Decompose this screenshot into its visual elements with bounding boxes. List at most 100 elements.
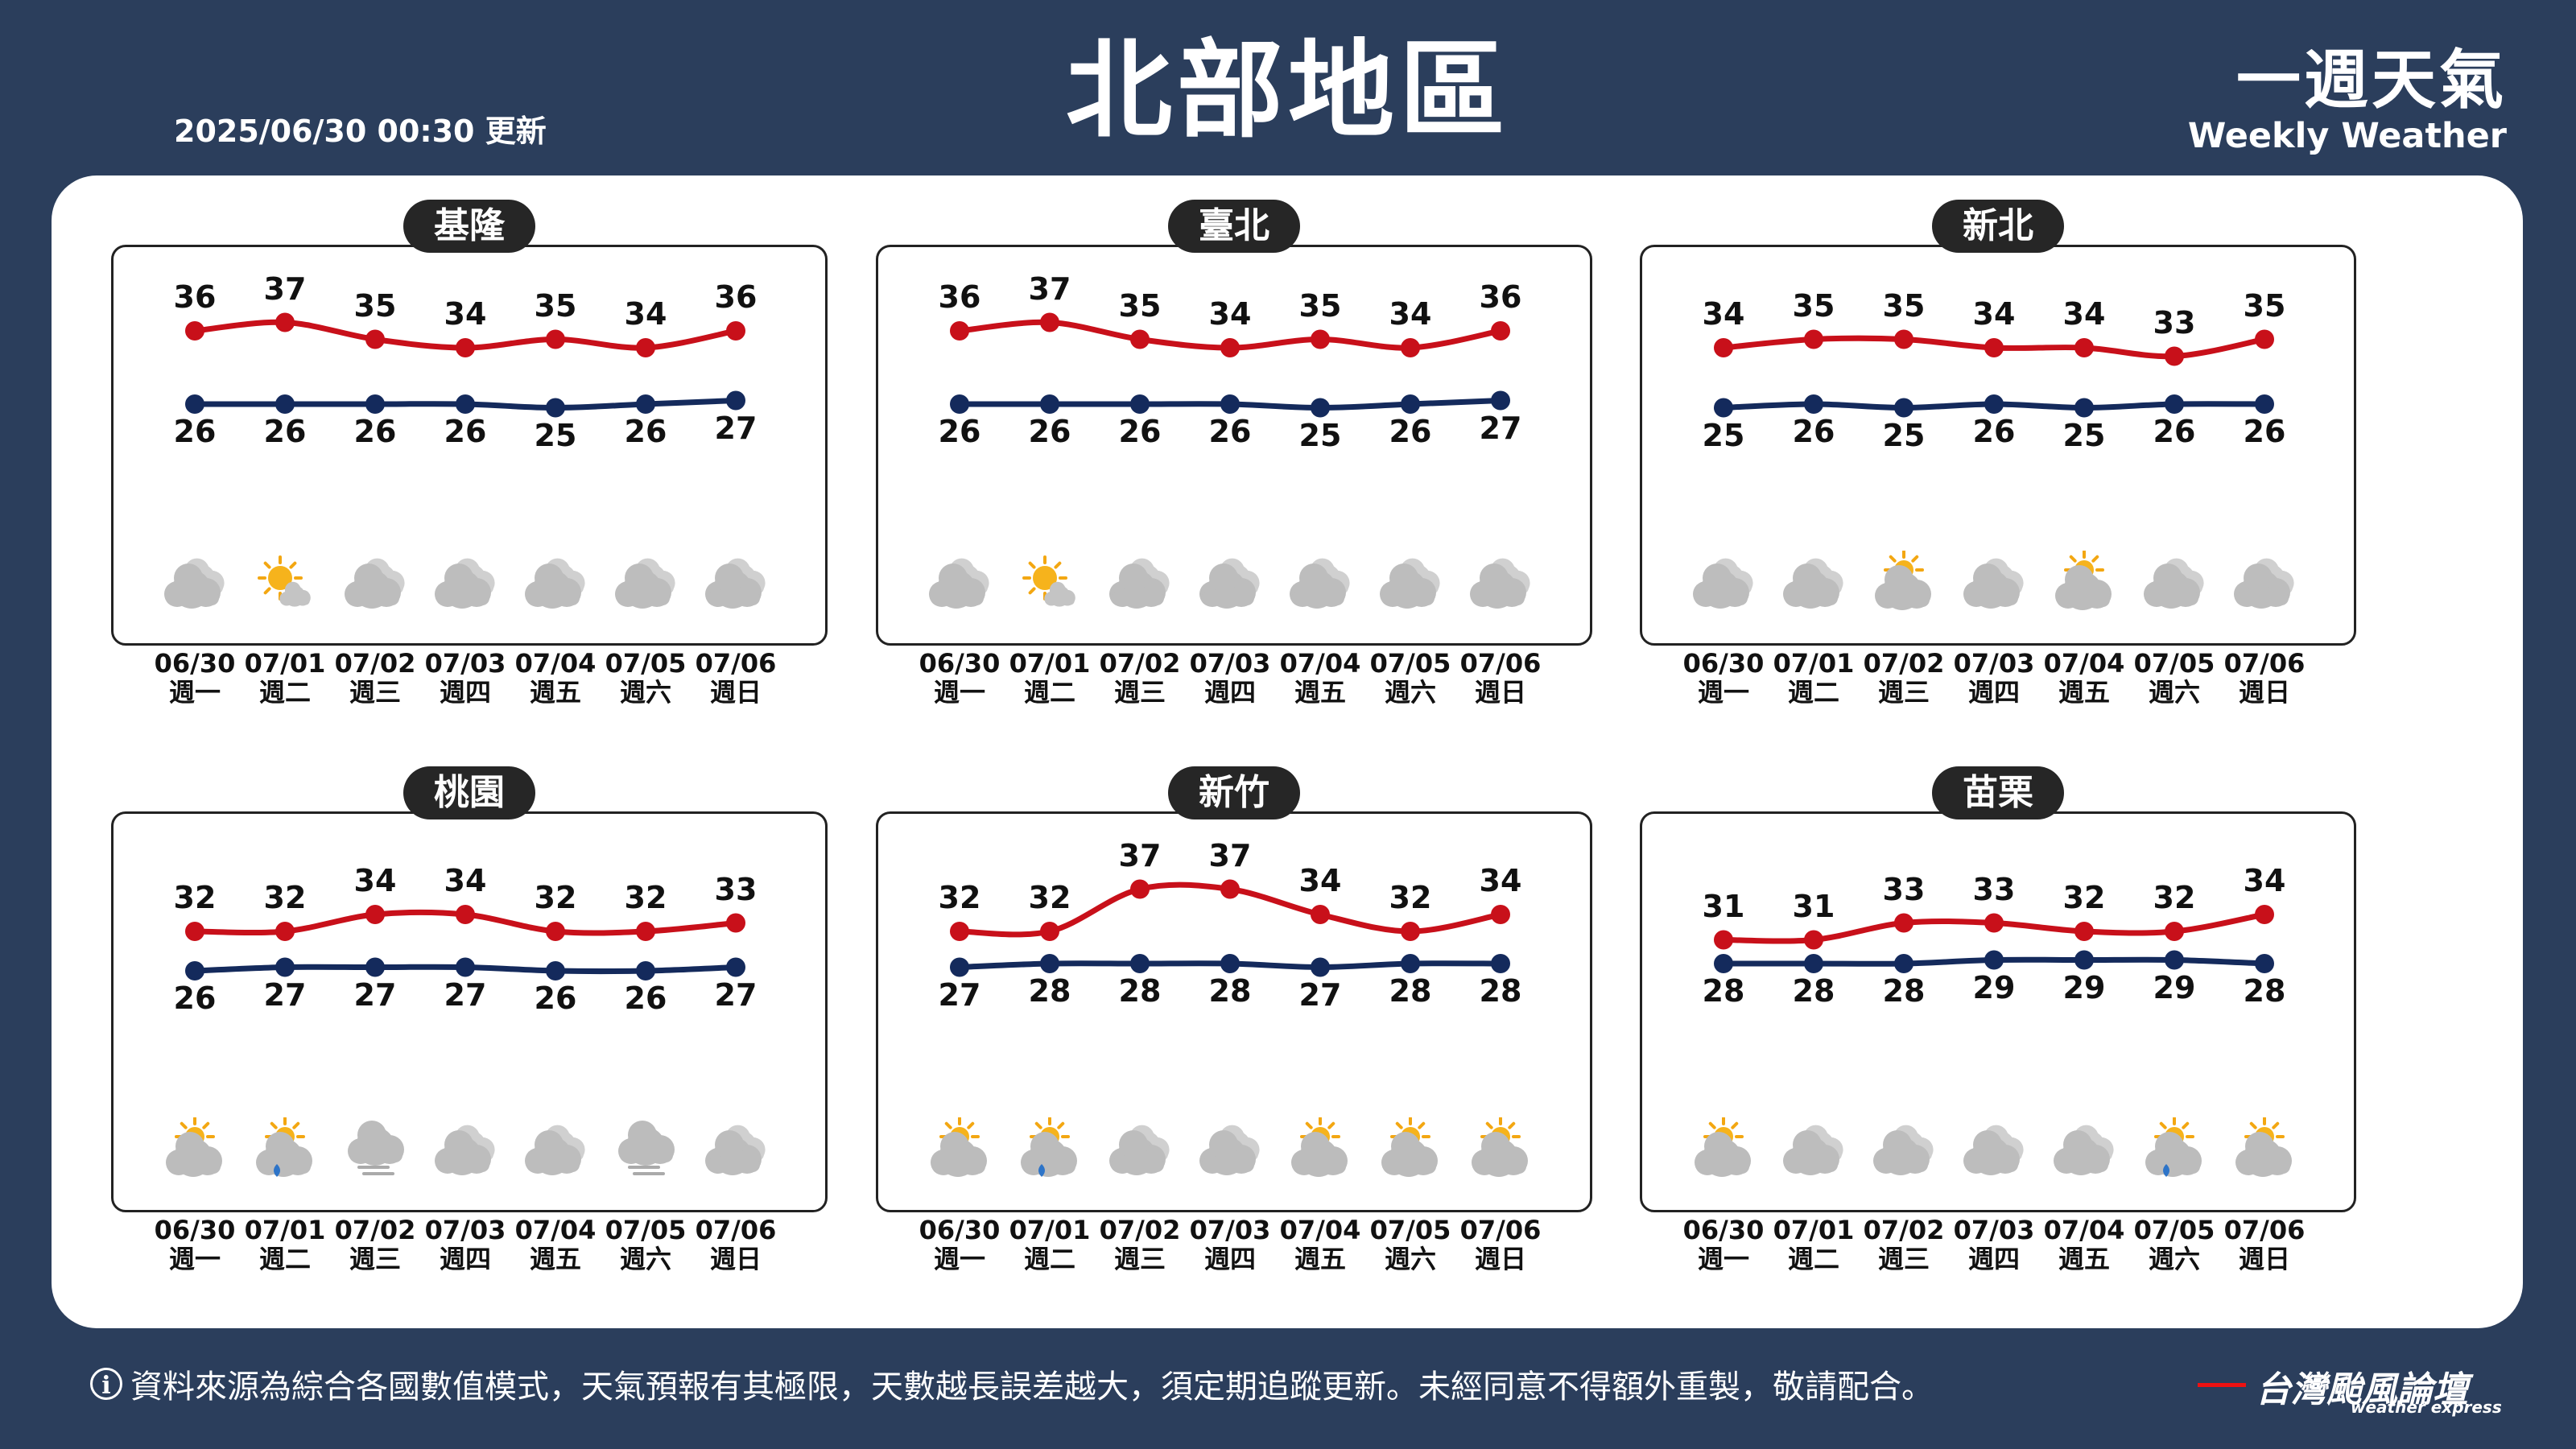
high-temp-point	[1804, 329, 1823, 349]
weekday-text: 週二	[1023, 677, 1075, 708]
weekday-text: 週日	[2238, 677, 2290, 708]
weekday-text: 週四	[1203, 677, 1256, 708]
weekday-text: 週四	[1203, 1244, 1256, 1274]
weekday-text: 週四	[439, 677, 491, 708]
low-temp-point	[275, 394, 295, 414]
date-text: 07/02	[1863, 648, 1945, 679]
date-text: 07/04	[514, 1215, 597, 1245]
low-temp-label: 28	[1208, 973, 1252, 1009]
high-temp-label: 33	[1882, 871, 1926, 907]
low-temp-label: 28	[2243, 973, 2286, 1009]
high-temp-point	[1894, 913, 1913, 933]
high-temp-label: 35	[1118, 287, 1162, 324]
date-label: 06/30 週一	[151, 1216, 239, 1274]
high-temp-label: 34	[2243, 863, 2286, 898]
low-temp-label: 25	[534, 417, 577, 453]
temperature-chart	[950, 879, 1510, 977]
date-label: 07/06 週日	[691, 649, 780, 707]
weekday-text: 週五	[1294, 677, 1346, 708]
cloudy-icon	[1781, 1117, 1846, 1182]
low-temp-label: 26	[444, 414, 487, 449]
date-label: 07/01 週二	[241, 1216, 329, 1274]
cloudy-icon	[433, 1117, 497, 1182]
high-temp-label: 31	[1792, 888, 1835, 924]
low-temp-point	[1311, 957, 1330, 977]
region-panel-1: 基隆 36 37 35 34 35 34 36 26 26 26 26 25 26 27 06/30 週一 07/…	[111, 200, 831, 707]
date-label: 06/30 週一	[151, 649, 239, 707]
high-temp-label: 34	[444, 863, 487, 898]
date-label: 07/03 週四	[421, 649, 510, 707]
date-text: 07/06	[695, 648, 777, 679]
high-temp-label: 32	[938, 880, 981, 915]
date-text: 06/30	[919, 1215, 1001, 1245]
weekday-text: 週一	[1697, 677, 1749, 708]
weekday-text: 週三	[1113, 1244, 1166, 1274]
low-temp-label: 28	[1882, 973, 1926, 1009]
low-temp-label: 27	[1298, 976, 1342, 1013]
low-temp-label: 27	[938, 976, 981, 1013]
cloudy-icon	[1378, 551, 1443, 615]
weekday-text: 週六	[1384, 677, 1436, 708]
high-temp-label: 34	[1208, 296, 1252, 332]
partly-cloudy-rain-icon	[2142, 1117, 2207, 1182]
high-temp-point	[726, 913, 745, 933]
high-temp-label: 34	[1389, 296, 1432, 332]
date-label: 07/02 週三	[1096, 649, 1184, 707]
cloudy-icon	[523, 551, 588, 615]
high-temp-point	[456, 338, 475, 357]
brand-title-zh: 一週天氣	[2236, 43, 2507, 118]
low-temp-label: 29	[1972, 969, 2016, 1005]
high-temp-point	[365, 329, 385, 349]
cloudy-icon	[1781, 551, 1846, 615]
date-text: 07/04	[1279, 648, 1361, 679]
high-temp-point	[1401, 338, 1420, 357]
date-text: 06/30	[1682, 1215, 1765, 1245]
high-temp-point	[365, 905, 385, 924]
low-temp-label: 25	[2062, 417, 2106, 453]
logo-text-en: weather express	[2351, 1397, 2502, 1417]
forum-logo: 台灣颱風論壇 weather express	[2198, 1360, 2507, 1417]
low-temp-point	[1984, 950, 2004, 970]
cloudy-fog-icon	[613, 1117, 678, 1182]
high-temp-label: 34	[1972, 296, 2016, 332]
low-temp-point	[2255, 394, 2274, 414]
date-text: 07/06	[2223, 648, 2306, 679]
high-temp-point	[1714, 338, 1733, 357]
high-temp-point	[1311, 905, 1330, 924]
weekday-text: 週一	[1697, 1244, 1749, 1274]
date-label: 07/05 週六	[601, 649, 690, 707]
weekday-text: 週五	[529, 1244, 581, 1274]
low-temp-label: 26	[173, 414, 217, 449]
date-text: 07/03	[1189, 1215, 1271, 1245]
cloudy-icon	[1108, 1117, 1172, 1182]
high-temp-label: 35	[353, 287, 397, 324]
low-temp-label: 26	[263, 414, 307, 449]
date-label: 07/03 週四	[1950, 1216, 2038, 1274]
weekday-text: 週五	[2058, 1244, 2110, 1274]
low-temp-point	[546, 398, 565, 418]
high-temp-point	[1040, 312, 1059, 332]
low-temp-label: 26	[1028, 414, 1071, 449]
low-temp-point	[2255, 954, 2274, 973]
high-temp-point	[456, 905, 475, 924]
date-text: 06/30	[154, 648, 236, 679]
low-temp-point	[2074, 398, 2094, 418]
date-text: 07/04	[2043, 1215, 2125, 1245]
weekday-text: 週六	[2148, 1244, 2200, 1274]
date-text: 07/06	[1459, 1215, 1542, 1245]
temperature-chart	[185, 905, 745, 980]
date-label: 07/01 週二	[1005, 649, 1094, 707]
high-temp-label: 36	[173, 279, 217, 315]
weekday-text: 週一	[168, 1244, 221, 1274]
high-temp-label: 32	[534, 880, 577, 915]
temperature-chart	[185, 312, 745, 418]
high-temp-label: 32	[173, 880, 217, 915]
weekday-text: 週三	[1877, 1244, 1930, 1274]
low-temp-label: 26	[1389, 414, 1432, 449]
high-temp-point	[1714, 930, 1733, 950]
low-temp-point	[1714, 398, 1733, 418]
weekday-text: 週日	[1474, 1244, 1526, 1274]
date-text: 07/04	[514, 648, 597, 679]
low-temp-point	[950, 957, 969, 977]
date-label: 07/04 週五	[2040, 1216, 2128, 1274]
